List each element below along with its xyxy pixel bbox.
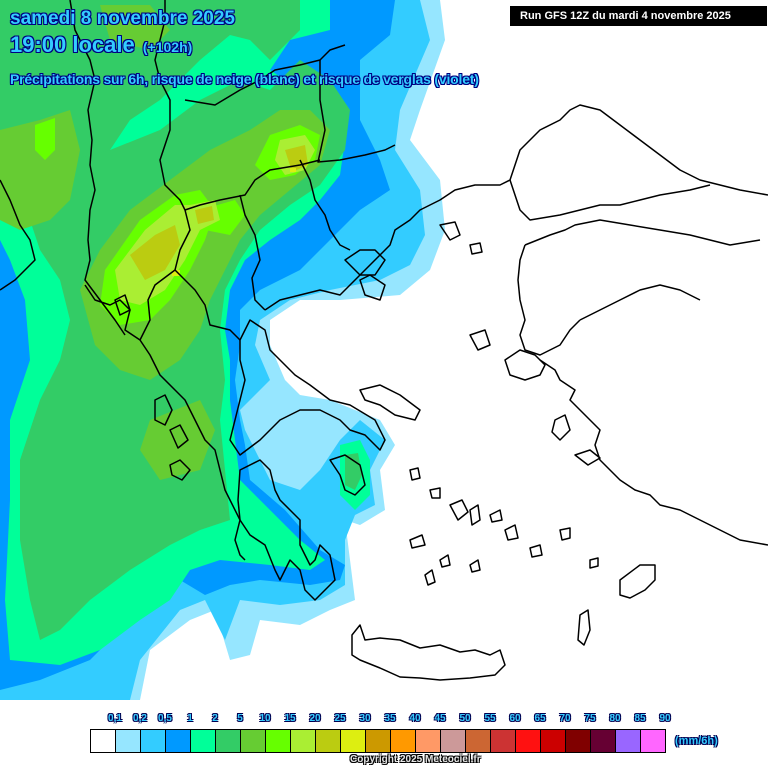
colorbar-label: 65 [534,713,546,724]
colorbar-swatch [141,730,166,752]
colorbar-label: 0,1 [108,713,122,724]
colorbar-label: 1 [187,713,193,724]
map-subtitle: Précipitations sur 6h, risque de neige (… [10,71,479,87]
colorbar-swatch [216,730,241,752]
colorbar-swatch [416,730,441,752]
colorbar-swatch [591,730,616,752]
colorbar-swatch [191,730,216,752]
colorbar-label: 5 [237,713,243,724]
colorbar-swatch [641,730,665,752]
colorbar-swatch [616,730,641,752]
colorbar-label: 0,2 [133,713,147,724]
colorbar-label: 90 [659,713,671,724]
copyright-text: Copyright 2025 Meteociel.fr [350,754,481,765]
colorbar-label: 20 [309,713,321,724]
colorbar-label: 0,5 [158,713,172,724]
colorbar-swatch [466,730,491,752]
colorbar-swatch [566,730,591,752]
colorbar-swatch [316,730,341,752]
country-borders [69,0,396,341]
colorbar-label: 70 [559,713,571,724]
forecast-time: 19:00 locale (+102h) [10,32,192,58]
colorbar-label: 35 [384,713,396,724]
colorbar-label: 25 [334,713,346,724]
colorbar-label: 30 [359,713,371,724]
colorbar-label: 55 [484,713,496,724]
forecast-local-time: 19:00 locale [10,32,135,57]
colorbar-swatch [166,730,191,752]
model-run-info: Run GFS 12Z du mardi 4 novembre 2025 [510,6,767,26]
colorbar-label: 85 [634,713,646,724]
colorbar-swatch [241,730,266,752]
precipitation-map [0,0,768,700]
colorbar-swatch [491,730,516,752]
colorbar-swatch [516,730,541,752]
coastline [0,104,768,681]
colorbar-swatch [91,730,116,752]
colorbar-swatch [341,730,366,752]
colorbar-swatch [541,730,566,752]
forecast-date: samedi 8 novembre 2025 [10,8,235,29]
colorbar-swatch [441,730,466,752]
colorbar-label: 40 [409,713,421,724]
colorbar-unit: (mm/6h) [675,735,718,747]
colorbar-swatch [291,730,316,752]
colorbar-swatch [116,730,141,752]
colorbar-label: 15 [284,713,296,724]
colorbar-label: 75 [584,713,596,724]
colorbar-label: 60 [509,713,521,724]
colorbar-label: 10 [259,713,271,724]
colorbar-label: 45 [434,713,446,724]
colorbar-label: 2 [212,713,218,724]
colorbar-label: 50 [459,713,471,724]
colorbar-swatch [391,730,416,752]
colorbar-swatch [366,730,391,752]
colorbar-swatch [266,730,291,752]
colorbar-legend: 0,1 0,2 0,5 1 2 5 10 15 20 25 30 35 40 45 50 55 60 65 70 75… [0,700,768,768]
colorbar-label: 80 [609,713,621,724]
colorbar-swatches [90,729,666,753]
forecast-lead-time: (+102h) [142,39,193,55]
